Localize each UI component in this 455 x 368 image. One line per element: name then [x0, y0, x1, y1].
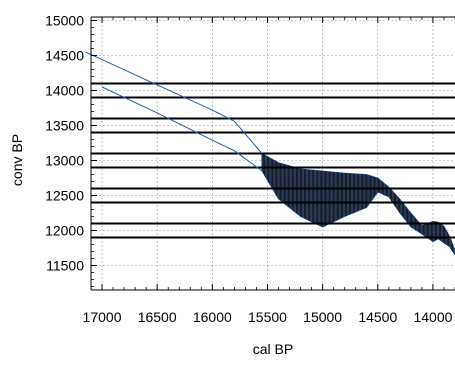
y-tick-label: 13000 [45, 153, 84, 169]
x-tick-label: 16000 [193, 309, 232, 325]
y-axis-title: conv BP [9, 134, 25, 186]
y-tick-label: 13500 [45, 118, 84, 134]
x-tick-label: 17000 [83, 309, 122, 325]
x-axis-ticks: 17000 16500 16000 15500 15000 14500 14000 [83, 17, 455, 325]
series-lines [85, 51, 263, 172]
calibration-band [261, 152, 455, 256]
x-tick-label: 16500 [138, 309, 177, 325]
x-tick-label: 14000 [413, 309, 452, 325]
horizontal-reference-lines [91, 82, 455, 239]
x-tick-label: 15500 [248, 309, 287, 325]
y-tick-label: 15000 [45, 13, 84, 29]
y-tick-label: 11500 [46, 258, 84, 274]
y-tick-label: 14000 [45, 83, 84, 99]
x-tick-label: 14500 [358, 309, 397, 325]
series-line-2 [101, 86, 263, 172]
y-axis-ticks: 11500 12000 12500 13000 13500 14000 14500 15000 [45, 13, 97, 287]
y-tick-label: 12500 [45, 188, 84, 204]
y-tick-label: 14500 [45, 48, 84, 64]
series-line-1 [85, 51, 263, 154]
x-tick-label: 15000 [303, 309, 342, 325]
x-axis-title: cal BP [253, 341, 293, 357]
y-tick-label: 12000 [45, 223, 84, 239]
